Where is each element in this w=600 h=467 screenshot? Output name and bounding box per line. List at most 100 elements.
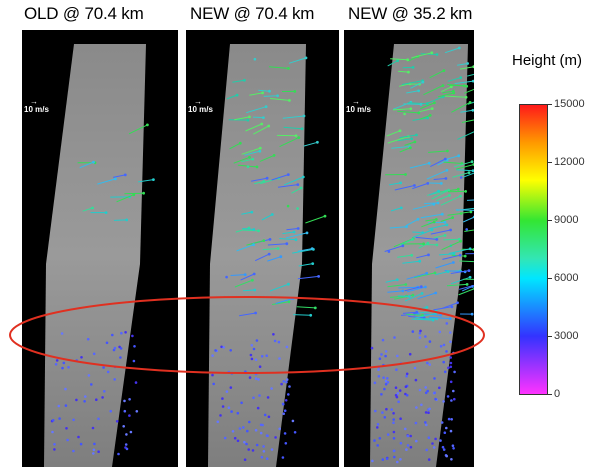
wind-arrow-head (458, 253, 462, 257)
wind-dot (442, 448, 446, 451)
wind-dot (113, 346, 117, 350)
wind-arrow (263, 95, 278, 97)
wind-arrow-head (257, 229, 260, 233)
wind-arrow-head (467, 269, 471, 272)
wind-arrow (458, 288, 474, 296)
wind-dot (427, 436, 431, 440)
wind-arrow-head (468, 247, 472, 251)
wind-dot (92, 452, 95, 455)
wind-arrow-head (428, 114, 432, 117)
wind-dot (384, 350, 388, 353)
wind-arrow (387, 60, 398, 67)
wind-dot (438, 386, 441, 390)
wind-dot (115, 420, 119, 423)
wind-dot (123, 409, 127, 413)
wind-arrow-head (446, 149, 449, 153)
wind-arrow-head (294, 134, 298, 138)
wind-arrow-head (252, 243, 255, 247)
wind-dot (131, 334, 134, 338)
wind-arrow (443, 161, 462, 164)
wind-arrow (412, 203, 435, 210)
wind-dot (399, 441, 403, 445)
wind-dot (380, 393, 383, 396)
wind-arrow-head (464, 190, 467, 193)
wind-arrow (457, 131, 474, 140)
wind-dot (265, 354, 268, 358)
wind-dot (439, 439, 442, 442)
wind-arrow (283, 176, 304, 186)
wind-dot (113, 365, 117, 369)
wind-arrow-head (268, 238, 272, 241)
wind-arrow-head (459, 194, 462, 198)
wind-dot (420, 403, 423, 407)
wind-dot (465, 228, 468, 231)
wind-dot (238, 427, 242, 430)
wind-dot (278, 357, 281, 360)
wind-arrow-head (425, 305, 429, 309)
wind-dot (397, 400, 400, 404)
wind-dot (293, 431, 297, 434)
wind-arrow (282, 115, 305, 119)
wind-dot (376, 423, 380, 426)
wind-arrow-head (260, 122, 264, 126)
wind-dot (433, 377, 436, 380)
wind-arrow-head (311, 262, 315, 265)
wind-arrow-head (435, 53, 439, 56)
wind-dot (109, 409, 112, 413)
wind-arrow (403, 103, 422, 105)
wind-dot (433, 391, 436, 395)
wind-dot (419, 329, 422, 333)
wind-arrow-head (304, 56, 308, 60)
wind-arrow (277, 184, 298, 188)
wind-arrow (404, 141, 416, 146)
wind-dot (426, 389, 429, 393)
wind-dot (392, 418, 395, 421)
satellite-image-new-35 (370, 44, 474, 467)
wind-dot (443, 431, 447, 435)
wind-dot (65, 427, 68, 430)
wind-dot (381, 411, 384, 414)
wind-arrow (397, 295, 410, 297)
wind-dot (133, 345, 136, 348)
wind-arrow-head (301, 175, 305, 179)
wind-arrow (390, 207, 402, 212)
wind-arrow-head (142, 191, 145, 195)
wind-arrow-head (420, 292, 424, 295)
wind-dot (405, 372, 409, 376)
wind-arrow-head (251, 157, 255, 161)
wind-arrow (447, 213, 462, 216)
wind-arrow (388, 182, 401, 186)
wind-dot (428, 340, 432, 343)
wind-arrow-head (427, 253, 430, 257)
wind-arrow-head (292, 230, 296, 234)
wind-dot (128, 398, 131, 401)
wind-arrow (279, 238, 297, 241)
wind-dot (247, 448, 250, 451)
wind-arrow-head (252, 228, 256, 231)
wind-arrow (456, 164, 474, 170)
wind-arrow (234, 116, 250, 121)
wind-arrow-head (471, 169, 474, 173)
wind-dot (452, 447, 455, 450)
wind-dot (380, 353, 383, 356)
wind-dot (405, 448, 408, 451)
wind-arrow (245, 123, 262, 132)
wind-arrow (267, 256, 281, 262)
wind-dot (376, 426, 379, 429)
wind-arrow-head (457, 46, 461, 50)
colorbar-tick-0: 0 (554, 388, 561, 400)
wind-dot (240, 401, 243, 405)
wind-arrow-head (440, 212, 444, 216)
wind-arrow-head (433, 271, 437, 275)
wind-dot (373, 439, 376, 442)
wind-arrow (390, 58, 408, 61)
wind-arrow (460, 109, 473, 113)
wind-dot (427, 458, 431, 461)
wind-dot (101, 396, 104, 399)
wind-dot (236, 411, 240, 415)
wind-dot (51, 419, 55, 422)
wind-dot (291, 419, 295, 423)
wind-arrow-head (408, 295, 411, 298)
wind-dot (77, 435, 80, 439)
scale-label: 10 m/s (24, 105, 49, 114)
